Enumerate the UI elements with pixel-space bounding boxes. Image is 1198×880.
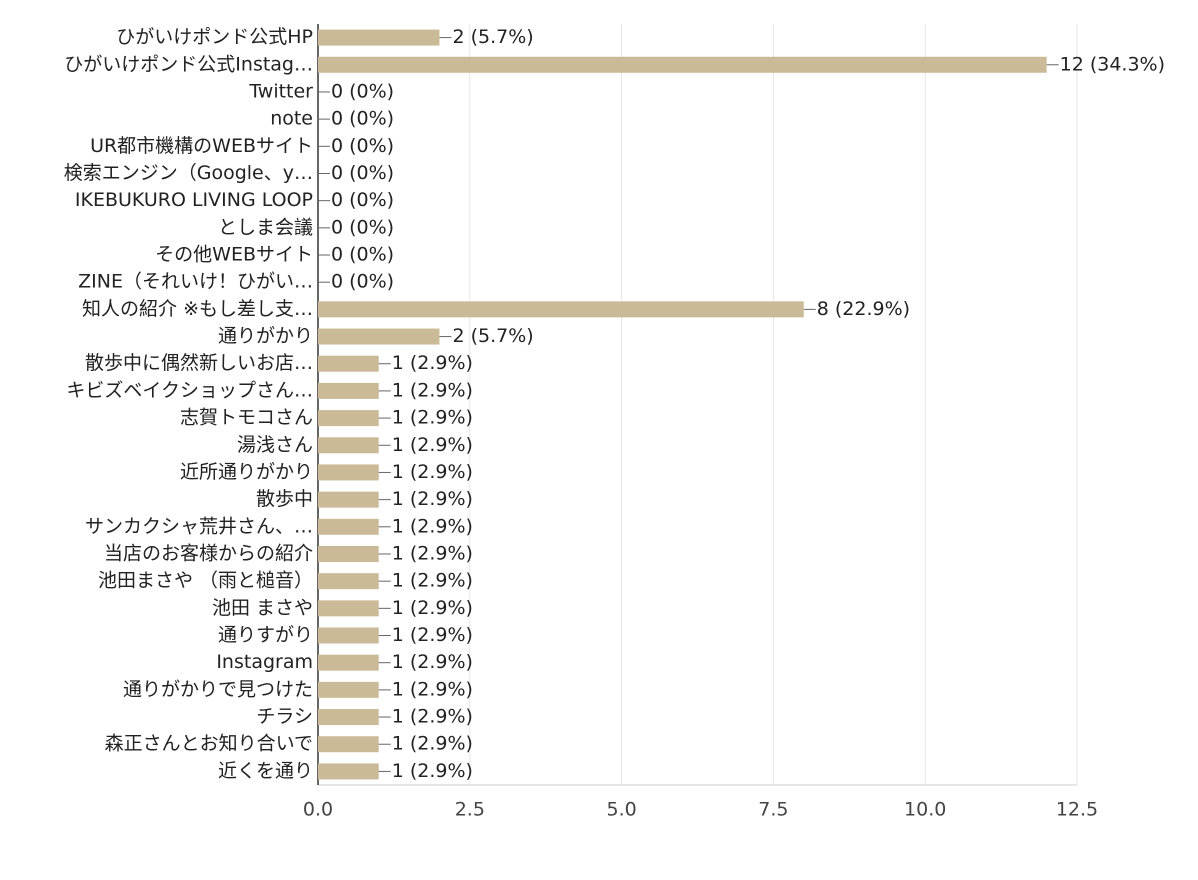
category-label: note bbox=[270, 108, 313, 130]
value-label: 0 (0%) bbox=[331, 271, 394, 293]
category-label: 池田まさや （雨と槌音） bbox=[98, 570, 313, 592]
value-label: 1 (2.9%) bbox=[392, 570, 473, 592]
bar bbox=[318, 763, 379, 780]
category-label: 検索エンジン（Google、y… bbox=[64, 162, 313, 184]
value-label: 0 (0%) bbox=[331, 108, 394, 130]
category-label: 知人の紹介 ※もし差し支… bbox=[82, 298, 313, 320]
category-label: キビズベイクショップさん… bbox=[66, 379, 313, 401]
value-label: 0 (0%) bbox=[331, 80, 394, 102]
category-label: 当店のお客様からの紹介 bbox=[104, 542, 313, 564]
value-label: 1 (2.9%) bbox=[392, 379, 473, 401]
value-label: 1 (2.9%) bbox=[392, 407, 473, 429]
bar bbox=[318, 491, 379, 508]
x-tick-label: 0.0 bbox=[303, 799, 333, 821]
x-tick-label: 5.0 bbox=[606, 799, 636, 821]
bar bbox=[318, 410, 379, 427]
bar bbox=[318, 464, 379, 481]
bar bbox=[318, 328, 440, 345]
bar bbox=[318, 736, 379, 753]
value-label: 2 (5.7%) bbox=[452, 26, 533, 48]
category-label: 池田 まさや bbox=[212, 597, 313, 619]
category-label: Instagram bbox=[216, 651, 313, 673]
bar bbox=[318, 29, 440, 46]
bar bbox=[318, 301, 804, 318]
category-label: 湯浅さん bbox=[237, 434, 313, 456]
category-label: 散歩中 bbox=[256, 488, 313, 510]
value-label: 1 (2.9%) bbox=[392, 352, 473, 374]
x-tick-label: 12.5 bbox=[1056, 799, 1098, 821]
bar bbox=[318, 56, 1047, 73]
value-label: 1 (2.9%) bbox=[392, 733, 473, 755]
value-label: 1 (2.9%) bbox=[392, 434, 473, 456]
x-tick-label: 7.5 bbox=[758, 799, 788, 821]
value-label: 0 (0%) bbox=[331, 244, 394, 266]
category-label: 通りがかりで見つけた bbox=[123, 678, 313, 700]
value-label: 1 (2.9%) bbox=[392, 624, 473, 646]
bar bbox=[318, 545, 379, 562]
bar bbox=[318, 600, 379, 617]
bar bbox=[318, 654, 379, 671]
value-label: 8 (22.9%) bbox=[817, 298, 910, 320]
value-label: 1 (2.9%) bbox=[392, 542, 473, 564]
category-label: ひがいけポンド公式HP bbox=[116, 26, 313, 48]
value-label: 0 (0%) bbox=[331, 189, 394, 211]
value-label: 1 (2.9%) bbox=[392, 488, 473, 510]
x-tick-label: 10.0 bbox=[904, 799, 946, 821]
bar bbox=[318, 355, 379, 372]
value-label: 1 (2.9%) bbox=[392, 760, 473, 782]
bar bbox=[318, 681, 379, 698]
value-label: 1 (2.9%) bbox=[392, 678, 473, 700]
category-label: 森正さんとお知り合いで bbox=[105, 733, 313, 755]
bar bbox=[318, 573, 379, 590]
category-label: ZINE（それいけ！ひがい… bbox=[78, 271, 313, 293]
category-label: 近所通りがかり bbox=[180, 461, 313, 483]
category-label: その他WEBサイト bbox=[155, 244, 313, 266]
value-label: 12 (34.3%) bbox=[1060, 53, 1165, 75]
category-label: 通りがかり bbox=[218, 325, 313, 347]
value-label: 0 (0%) bbox=[331, 135, 394, 157]
category-label: IKEBUKURO LIVING LOOP bbox=[75, 189, 313, 211]
category-label: UR都市機構のWEBサイト bbox=[90, 135, 313, 157]
value-label: 1 (2.9%) bbox=[392, 706, 473, 728]
category-label: ひがいけポンド公式Instag… bbox=[64, 53, 313, 75]
category-label: 志賀トモコさん bbox=[180, 407, 313, 429]
bar bbox=[318, 437, 379, 454]
value-label: 1 (2.9%) bbox=[392, 515, 473, 537]
value-label: 2 (5.7%) bbox=[452, 325, 533, 347]
bar bbox=[318, 709, 379, 726]
value-label: 0 (0%) bbox=[331, 162, 394, 184]
category-label: 散歩中に偶然新しいお店… bbox=[85, 352, 313, 374]
value-label: 1 (2.9%) bbox=[392, 651, 473, 673]
category-label: チラシ bbox=[256, 706, 313, 728]
category-label: Twitter bbox=[248, 80, 313, 102]
value-label: 1 (2.9%) bbox=[392, 461, 473, 483]
category-label: としま会議 bbox=[218, 216, 313, 238]
category-label: 通りすがり bbox=[218, 624, 313, 646]
value-label: 1 (2.9%) bbox=[392, 597, 473, 619]
value-label: 0 (0%) bbox=[331, 216, 394, 238]
bar bbox=[318, 627, 379, 644]
x-tick-label: 2.5 bbox=[455, 799, 485, 821]
category-label: 近くを通り bbox=[218, 760, 313, 782]
category-label: サンカクシャ荒井さん、… bbox=[85, 515, 313, 537]
bar bbox=[318, 382, 379, 399]
bar bbox=[318, 518, 379, 535]
